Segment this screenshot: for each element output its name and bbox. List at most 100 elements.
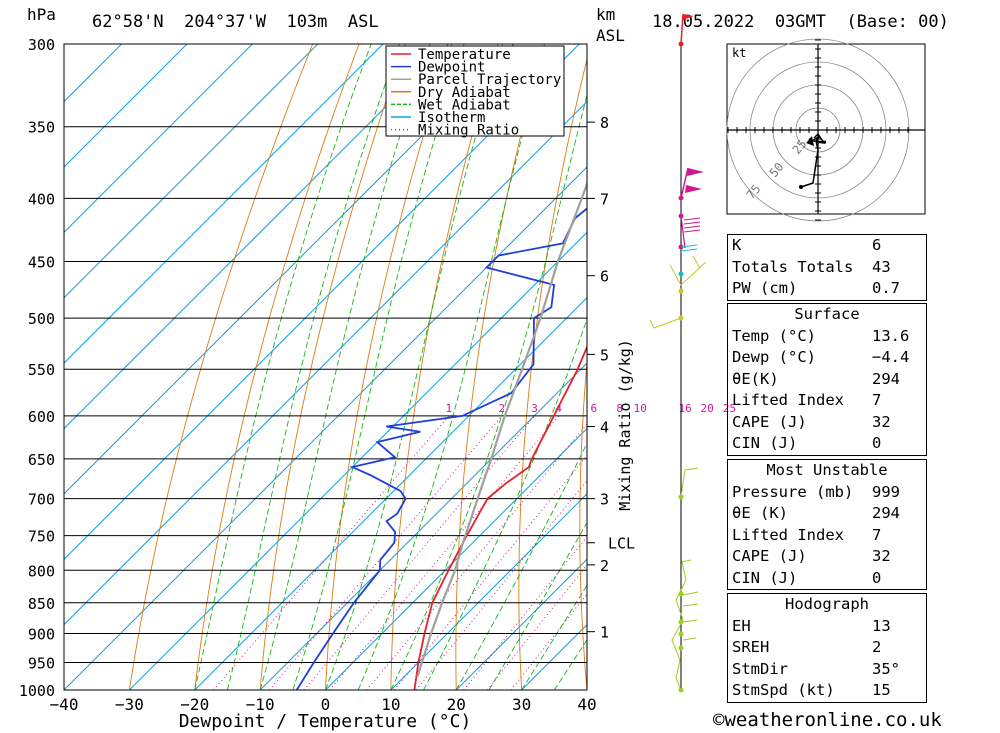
isotherm-line <box>64 44 122 103</box>
pressure-label: 600 <box>28 408 55 426</box>
plot-frame <box>63 43 588 691</box>
km-tick-label: 8 <box>600 114 609 132</box>
isotherm-line <box>325 427 587 690</box>
x-tick-label: −30 <box>115 695 144 714</box>
x-axis-title: Dewpoint / Temperature (°C) <box>179 711 472 732</box>
isotherm-line <box>64 44 449 430</box>
copyright-link[interactable]: ©weatheronline.co.uk <box>713 709 942 731</box>
pressure-label: 750 <box>28 528 55 546</box>
isotherm-line <box>64 44 384 364</box>
dry-adiabat-line <box>390 44 499 690</box>
mixing-ratio-label: 16 <box>678 402 691 415</box>
x-tick-label: −10 <box>246 695 275 714</box>
km-tick-label: 7 <box>600 190 609 208</box>
wet-adiabat-line <box>390 93 587 690</box>
mixing-ratio-label: 2 <box>498 402 505 415</box>
legend-label: Isotherm <box>418 110 485 126</box>
km-tick-label: 4 <box>600 419 609 437</box>
dry-adiabat-line <box>325 44 453 690</box>
x-tick-label: 40 <box>577 695 596 714</box>
hodograph-stats-box: Hodograph EH 13 SREH 2 StmDir 35° StmSpd (k… <box>727 593 927 703</box>
x-tick-label: −20 <box>180 695 209 714</box>
pressure-label: 850 <box>28 595 55 613</box>
mixing-ratio-line <box>463 536 587 690</box>
legend-label: Dewpoint <box>418 60 485 76</box>
dry-adiabat-line <box>455 44 545 690</box>
temperature-line <box>413 344 587 690</box>
isotherm-line <box>64 100 587 626</box>
index-row-totals: Totals Totals 43 <box>732 257 891 276</box>
mixing-ratio-label: 6 <box>591 402 598 415</box>
isotherm-line <box>64 44 580 560</box>
surface-row: Temp (°C) 13.6 <box>732 326 910 345</box>
hodograph: kt 25 50 75 <box>726 38 926 222</box>
pressure-label: 350 <box>28 119 55 137</box>
km-tick-label: 3 <box>600 491 609 509</box>
legend-label: Dry Adiabat <box>418 85 511 101</box>
surface-row: Dewp (°C) −4.4 <box>732 348 910 366</box>
km-tick-label: LCL <box>608 535 635 553</box>
most-unstable-row: CIN (J) 0 <box>732 568 882 587</box>
x-tick-label: 30 <box>512 695 531 714</box>
datetime-title: 18.05.2022 03GMT (Base: 00) <box>652 12 949 32</box>
dewpoint-line <box>295 207 587 690</box>
wind-barbs-low <box>671 559 699 693</box>
most-unstable-box: Most Unstable Pressure (mb) 999 θE (K) 294… <box>727 459 927 590</box>
mixing-ratio-label: 4 <box>555 402 562 415</box>
pressure-label: 450 <box>28 254 55 272</box>
most-unstable-row: CAPE (J) 32 <box>732 547 891 565</box>
pressure-label: 900 <box>28 625 55 643</box>
x-tick-label: −40 <box>50 695 79 714</box>
pressure-label: 700 <box>28 491 55 509</box>
pressure-label: 550 <box>28 361 55 379</box>
index-row-pw: PW (cm) 0.7 <box>732 279 900 297</box>
km-tick-label: 6 <box>600 268 609 286</box>
surface-box: Surface Temp (°C) 13.6 Dewp (°C) −4.4 θE(K… <box>727 303 927 456</box>
surface-row: CIN (J) 0 <box>732 434 882 452</box>
hodograph-title: Hodograph <box>785 595 869 613</box>
x-tick-label: 0 <box>321 695 331 714</box>
surface-title: Surface <box>794 305 860 323</box>
dry-adiabat-line <box>959 26 1000 690</box>
isotherm-line <box>455 558 587 690</box>
most-unstable-row: θE (K) 294 <box>732 504 900 522</box>
isotherm-line <box>129 231 587 690</box>
mixing-ratio-label: 25 <box>723 402 736 415</box>
km-unit-label: km <box>596 5 616 24</box>
mixing-ratio-line <box>213 415 450 690</box>
most-unstable-row: Lifted Index 7 <box>732 525 882 544</box>
dry-adiabat-line <box>194 44 360 690</box>
hodograph-unit: kt <box>732 46 746 60</box>
mixing-ratio-label: 8 <box>616 402 623 415</box>
mixing-ratio-label: 1 <box>446 402 453 415</box>
km-tick-label: 2 <box>600 557 609 575</box>
surface-row: CAPE (J) 32 <box>732 412 891 431</box>
legend-label: Mixing Ratio <box>418 123 519 139</box>
isotherm-line <box>194 297 587 690</box>
wind-barb-700 <box>678 467 699 500</box>
wet-adiabat-line <box>325 44 504 690</box>
legend-label: Parcel Trajectory <box>418 72 561 88</box>
pressure-label: 400 <box>28 190 55 208</box>
most-unstable-row: Pressure (mb) 999 <box>732 482 900 501</box>
x-tick-label: 10 <box>381 695 400 714</box>
dry-adiabat-line <box>639 26 687 690</box>
pressure-label: 300 <box>28 36 55 54</box>
pressure-label: 1000 <box>19 682 55 700</box>
wind-barb-300 <box>678 13 694 47</box>
dry-adiabat-line <box>259 44 406 690</box>
wind-barb-380 <box>678 167 704 201</box>
mixing-ratio-label: 3 <box>531 402 538 415</box>
hodograph-row: StmSpd (kt) 15 <box>732 681 891 699</box>
wet-adiabat-line <box>292 44 465 690</box>
mixing-ratio-line <box>486 564 587 690</box>
parcel-trajectory-line <box>416 180 587 677</box>
location-title: 62°58'N 204°37'W 103m ASL <box>92 12 379 32</box>
wind-barb-450 <box>678 244 698 277</box>
asl-unit-label: ASL <box>596 26 625 45</box>
mixing-ratio-line <box>329 415 560 690</box>
isotherm-line <box>64 44 319 299</box>
isotherm-line <box>64 44 188 168</box>
